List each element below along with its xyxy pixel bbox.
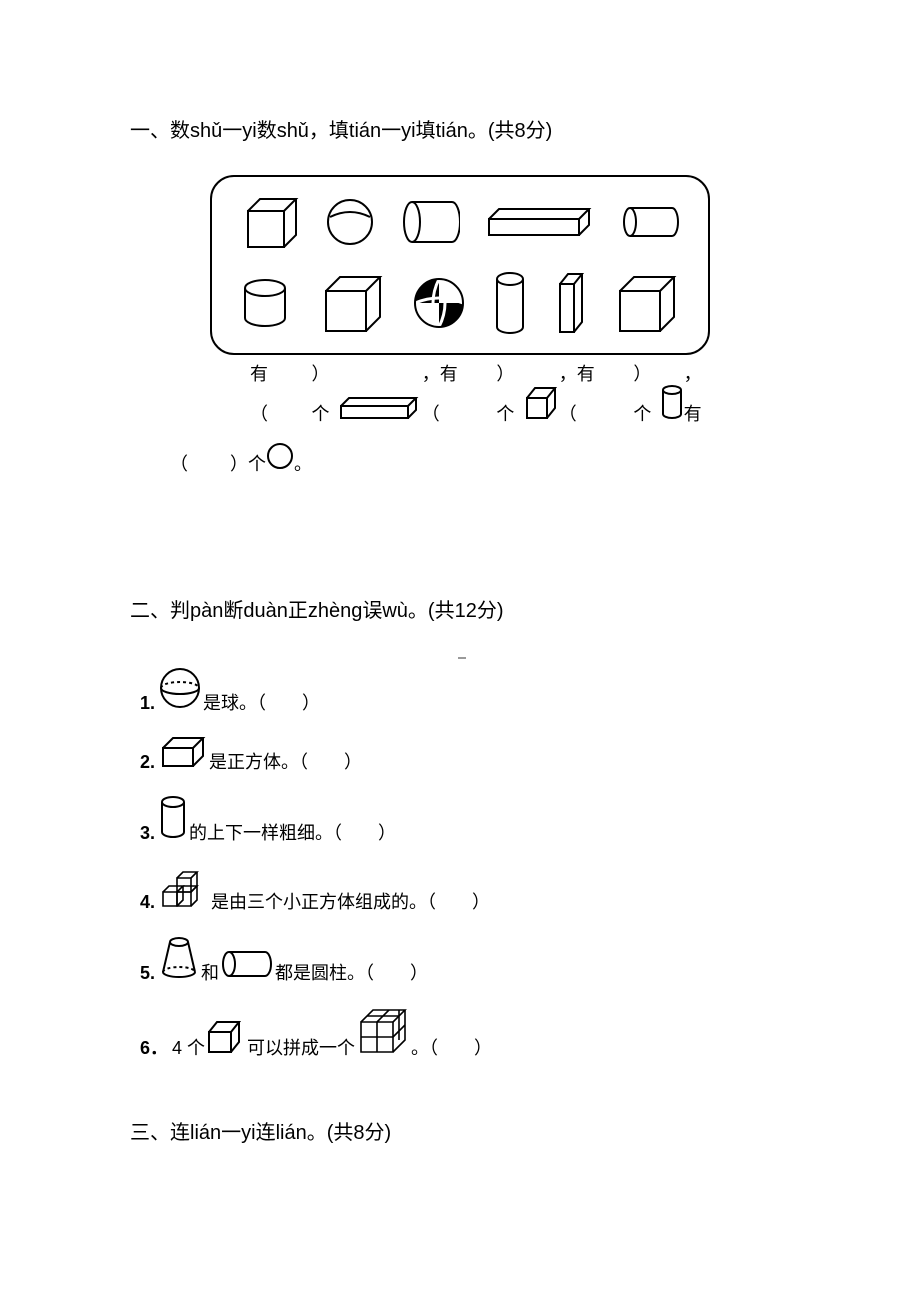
item-text: 都是圆柱。（ ）: [275, 964, 428, 982]
cuboid-flat-icon: [485, 207, 595, 237]
sphere-dashed-icon: [159, 667, 201, 712]
item-number: 2.: [140, 753, 155, 771]
item-text: 的上下一样粗细。（ ）: [189, 824, 396, 842]
q1-answer-line: 有（ ）个 ，有（ ）个: [210, 355, 710, 485]
item-prefix: 4 个: [172, 1039, 205, 1057]
text: （: [170, 445, 188, 485]
item-text: 是正方体。（ ）: [209, 753, 362, 771]
sphere-icon: [325, 197, 375, 247]
q1-row1: [240, 195, 680, 249]
judge-item-6: 6． 4 个 可以拼成一个 。（ ）: [140, 1006, 790, 1057]
three-cubes-icon: [159, 866, 209, 911]
cylinder-tall-icon: [493, 271, 527, 335]
cylinder-short-icon: [240, 278, 290, 328]
text: ）个: [230, 445, 266, 485]
text: ）个: [311, 355, 337, 434]
q1-shapes-box: [210, 175, 710, 355]
text: ，有（: [559, 355, 599, 434]
item-number: 4.: [140, 893, 155, 911]
item-number: 3.: [140, 824, 155, 842]
item-text: 是球。（ ）: [203, 694, 320, 712]
cube2-icon: [318, 273, 384, 333]
item-suffix: 。（ ）: [411, 1039, 492, 1057]
inline-sphere-icon: [266, 442, 294, 485]
judge-item-5: 5. 和 都是圆柱。（ ）: [140, 935, 790, 982]
text: ，有: [684, 355, 710, 434]
inline-cylinder-icon: [660, 384, 684, 435]
item-number: 1.: [140, 694, 155, 712]
section1-title: 一、数shǔ一yi数shǔ，填tián一yi填tián。(共8分): [130, 115, 790, 147]
item-mid: 可以拼成一个: [247, 1039, 355, 1057]
item-number: 6．: [140, 1039, 168, 1057]
text: 有（: [250, 355, 276, 434]
cuboid-small-icon: [159, 736, 207, 771]
q1-row2: [240, 271, 680, 335]
cylinder-lying-icon: [219, 949, 273, 982]
judge-item-1: 1. 是球。（ ）: [140, 667, 790, 712]
q1-figure: 有（ ）个 ，有（ ）个: [210, 175, 710, 485]
item-text: 是由三个小正方体组成的。（ ）: [211, 893, 490, 911]
cube3-icon: [614, 273, 680, 333]
text: 。: [294, 445, 312, 485]
text: ）个: [496, 355, 522, 434]
inline-cuboid-icon: [338, 395, 422, 435]
item-text: 和: [201, 964, 219, 982]
judge-item-2: 2. 是正方体。（ ）: [140, 736, 790, 771]
cylinder-up-icon: [159, 795, 187, 842]
big-cube-2x2-icon: [355, 1006, 409, 1057]
beachball-icon: [413, 277, 465, 329]
cuboid-tall-icon: [556, 272, 586, 334]
judge-item-3: 3. 的上下一样粗细。（ ）: [140, 795, 790, 842]
cylinder-side-icon: [400, 198, 460, 246]
section3-title: 三、连lián一yi连lián。(共8分): [130, 1117, 790, 1149]
judge-item-4: 4. 是由三个小正方体组成的。（ ）: [140, 866, 790, 911]
small-cube-icon: [205, 1020, 245, 1057]
text: ）个: [633, 355, 659, 434]
page-dot-icon: [458, 652, 466, 660]
cone-dashed-icon: [159, 935, 199, 982]
inline-cube-icon: [523, 386, 559, 435]
text: ，有（: [422, 355, 462, 434]
item-number: 5.: [140, 964, 155, 982]
judge-list: 1. 是球。（ ） 2. 是正方体。（ ）: [130, 667, 790, 1057]
section2-title: 二、判pàn断duàn正zhèng误wù。(共12分): [130, 595, 790, 627]
cylinder-side-small-icon: [620, 204, 680, 240]
cube-icon: [240, 195, 300, 249]
